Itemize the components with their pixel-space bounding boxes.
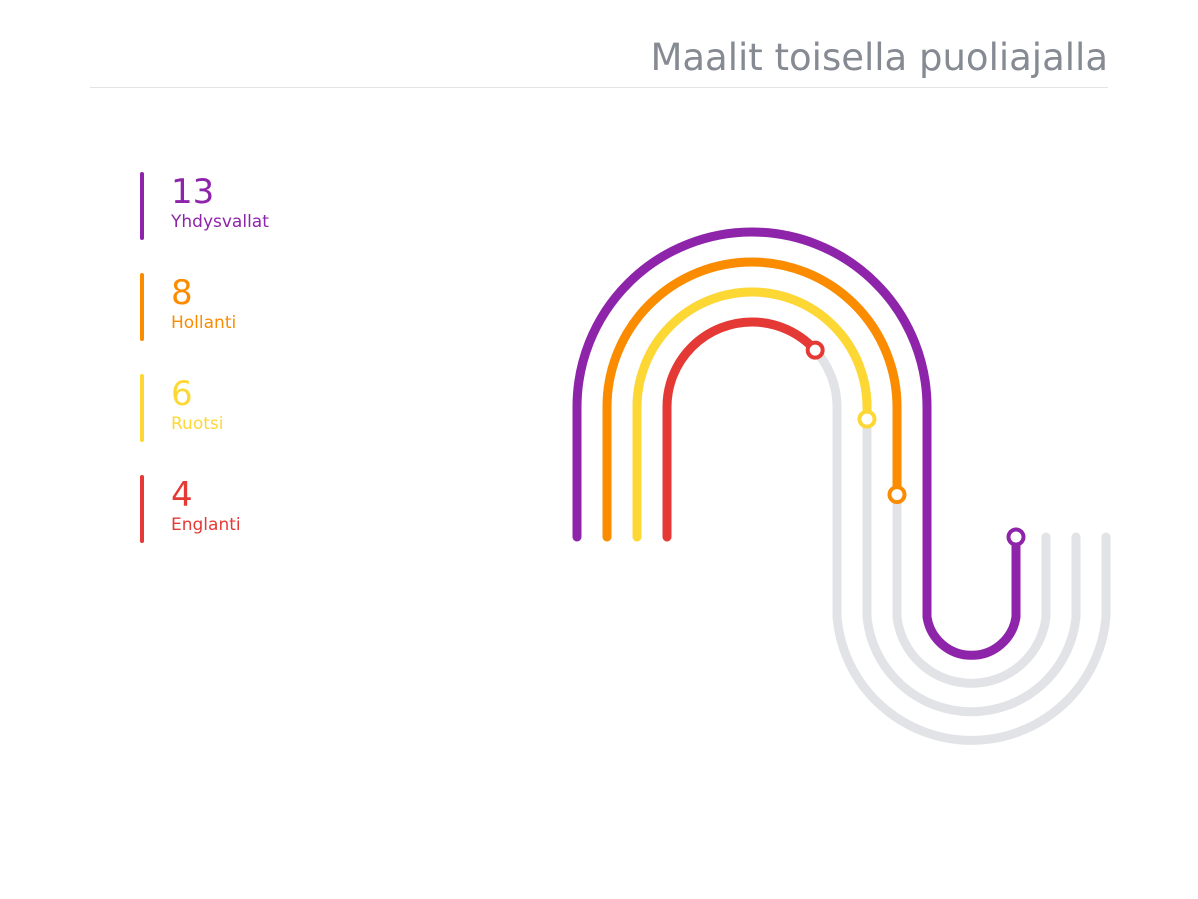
legend-item-ruotsi: 6 Ruotsi	[140, 374, 269, 442]
series-marker-hollanti	[887, 485, 907, 505]
legend-item-englanti: 4 Englanti	[140, 475, 269, 543]
legend-value: 13	[171, 172, 215, 212]
legend-label: Englanti	[171, 515, 241, 535]
legend-color-bar	[140, 273, 144, 341]
track-englanti	[662, 317, 1111, 745]
series-marker-yhdysvallat	[1006, 527, 1026, 547]
legend-value: 4	[171, 475, 193, 515]
series-marker-englanti	[805, 340, 825, 360]
series-line-englanti	[662, 317, 1111, 745]
legend: 13 Yhdysvallat 8 Hollanti 6 Ruotsi 4 Eng…	[140, 168, 269, 576]
series-marker-ruotsi	[857, 409, 877, 429]
legend-label: Yhdysvallat	[171, 212, 269, 232]
legend-label: Hollanti	[171, 313, 237, 333]
legend-value: 8	[171, 273, 193, 313]
series-line-yhdysvallat	[572, 227, 1021, 660]
legend-color-bar	[140, 172, 144, 240]
series-line-hollanti	[602, 257, 1051, 688]
title-divider	[90, 87, 1108, 88]
legend-item-yhdysvallat: 13 Yhdysvallat	[140, 172, 269, 240]
legend-label: Ruotsi	[171, 414, 224, 434]
legend-value: 6	[171, 374, 193, 414]
legend-item-hollanti: 8 Hollanti	[140, 273, 269, 341]
legend-color-bar	[140, 374, 144, 442]
chart-title: Maalit toisella puoliajalla	[650, 36, 1108, 79]
series-line-ruotsi	[632, 287, 1081, 717]
legend-color-bar	[140, 475, 144, 543]
track-yhdysvallat	[572, 227, 1021, 660]
